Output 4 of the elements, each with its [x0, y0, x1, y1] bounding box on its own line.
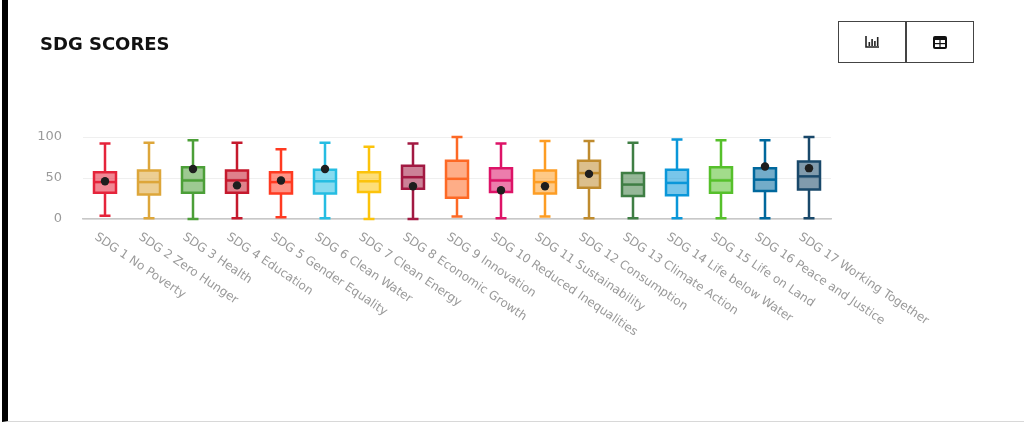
y-tick-label: 50 — [45, 169, 62, 185]
chart-title: SDG SCORES — [40, 33, 170, 54]
y-tick-label: 0 — [53, 210, 62, 226]
y-tick-label: 100 — [37, 128, 62, 144]
